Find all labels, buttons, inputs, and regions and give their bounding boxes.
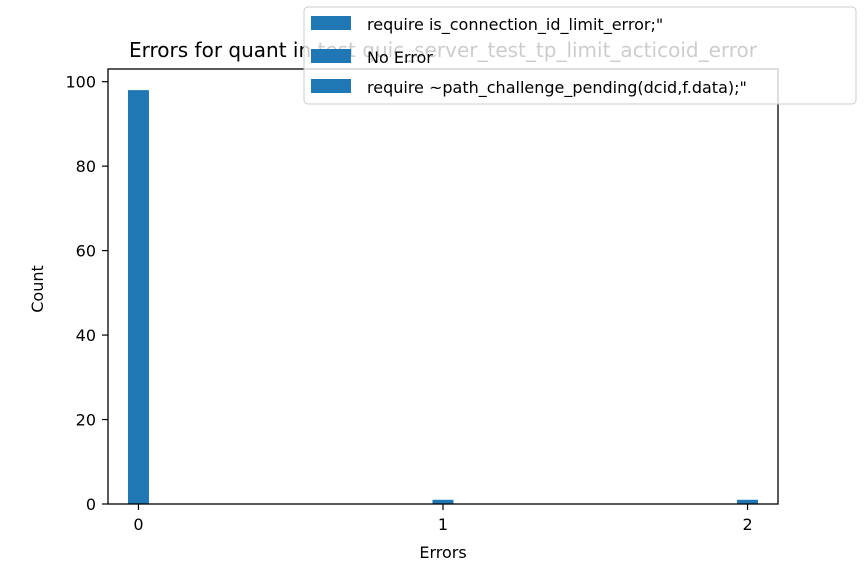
legend-swatch bbox=[311, 49, 351, 63]
x-tick-label: 2 bbox=[742, 515, 752, 534]
y-tick-label: 100 bbox=[65, 73, 96, 92]
y-tick-label: 0 bbox=[86, 495, 96, 514]
legend-entry-label: No Error bbox=[367, 48, 433, 67]
legend: require is_connection_id_limit_error;" N… bbox=[303, 6, 857, 105]
x-axis-label: Errors bbox=[419, 543, 466, 562]
y-tick-label: 80 bbox=[76, 157, 96, 176]
y-axis-label: Count bbox=[28, 265, 47, 313]
legend-swatch bbox=[311, 79, 351, 93]
bar bbox=[737, 499, 759, 504]
y-tick-label: 60 bbox=[76, 242, 96, 261]
legend-frame bbox=[303, 6, 857, 105]
x-tick-label: 1 bbox=[438, 515, 448, 534]
bar bbox=[432, 499, 454, 504]
legend-entry-label: require ~path_challenge_pending(dcid,f.d… bbox=[367, 78, 747, 98]
bar bbox=[127, 90, 149, 504]
x-tick-label: 0 bbox=[133, 515, 143, 534]
y-tick-label: 40 bbox=[76, 326, 96, 345]
legend-swatch bbox=[311, 16, 351, 30]
legend-entry-label: require is_connection_id_limit_error;" bbox=[367, 15, 663, 35]
y-tick-label: 20 bbox=[76, 411, 96, 430]
